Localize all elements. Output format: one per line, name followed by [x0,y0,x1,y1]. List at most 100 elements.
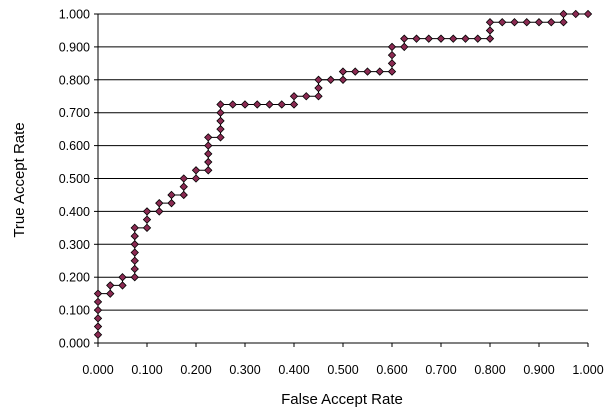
data-point [289,92,299,101]
data-point [498,18,507,27]
data-point [142,215,152,224]
data-point [253,100,262,109]
data-point [118,281,127,290]
data-point [412,34,421,43]
y-tick-label: 1.000 [59,8,90,22]
data-point [400,34,409,43]
data-point [93,289,103,298]
data-point [534,18,544,27]
data-point [216,124,225,134]
data-point [216,108,225,117]
data-point [130,256,139,265]
data-point [93,314,103,323]
data-point [93,305,103,315]
data-point [191,174,201,183]
x-tick-label: 0.000 [82,363,113,377]
data-point [93,330,103,339]
data-point [559,9,568,19]
data-point [387,67,397,76]
y-tick-label: 0.900 [59,40,90,54]
data-point [155,199,164,208]
data-point [118,273,127,282]
x-tick-label: 0.900 [523,363,554,377]
data-point [424,34,433,43]
data-point [485,18,495,27]
data-point [265,100,274,109]
data-point [167,199,176,208]
x-tick-label: 0.100 [131,363,162,377]
data-point [106,281,115,290]
data-point [204,166,213,175]
data-point [571,9,580,19]
y-tick-label: 0.000 [59,337,90,351]
data-point [130,223,139,233]
data-point [167,190,176,200]
data-point [204,141,213,150]
data-point [436,34,446,43]
data-point [130,248,139,257]
data-point [547,18,556,27]
data-point [204,157,213,167]
data-point [216,100,225,109]
data-point [314,92,323,101]
data-point [387,42,397,52]
data-point [314,83,323,93]
x-tick-labels: 0.000 0.100 0.200 0.300 0.400 0.500 0.600 0.700… [82,363,603,377]
data-point [93,322,103,331]
data-point [204,149,213,158]
data-point [142,207,152,216]
data-point [93,297,103,307]
data-point [204,133,213,142]
data-point [583,9,593,19]
data-point [142,223,152,233]
data-point [510,18,519,27]
data-point [179,182,188,191]
data-point [338,67,348,76]
x-tick-label: 1.000 [572,363,603,377]
x-tick-label: 0.700 [425,363,456,377]
data-point [106,289,115,298]
data-point [387,50,397,60]
x-tick-label: 0.600 [376,363,407,377]
data-point [387,59,397,68]
data-point [179,190,188,200]
grid-lines [98,13,588,344]
data-point [130,231,139,241]
x-tick-label: 0.400 [278,363,309,377]
data-point [289,100,299,109]
x-tick-label: 0.500 [327,363,358,377]
data-point [302,92,311,101]
y-tick-label: 0.300 [59,238,90,252]
data-point [461,34,470,43]
data-point [216,133,225,142]
data-point [179,174,188,183]
data-point [400,42,409,52]
data-point [363,67,372,76]
data-point [375,67,384,76]
y-tick-label: 0.800 [59,73,90,87]
y-axis-title: True Accept Rate [11,122,28,237]
data-point [155,207,164,216]
data-point [130,264,139,274]
x-tick-label: 0.300 [229,363,260,377]
data-point [216,116,225,126]
x-axis-title: False Accept Rate [281,391,403,408]
data-point [449,34,458,43]
data-point [559,18,568,27]
series-line [97,13,588,335]
y-tick-label: 0.700 [59,106,90,120]
x-tick-label: 0.800 [474,363,505,377]
series-markers [93,9,593,339]
x-tick-label: 0.200 [180,363,211,377]
y-tick-label: 0.600 [59,139,90,153]
data-point [240,100,250,109]
y-tick-label: 0.200 [59,271,90,285]
data-point [130,273,139,282]
data-point [314,75,323,84]
axes [94,13,589,347]
y-tick-labels: 0.000 0.100 0.200 0.300 0.400 0.500 0.600 0.700… [59,8,90,351]
data-point [485,26,495,35]
y-tick-label: 0.500 [59,172,90,186]
data-point [228,100,237,109]
data-point [485,34,495,43]
